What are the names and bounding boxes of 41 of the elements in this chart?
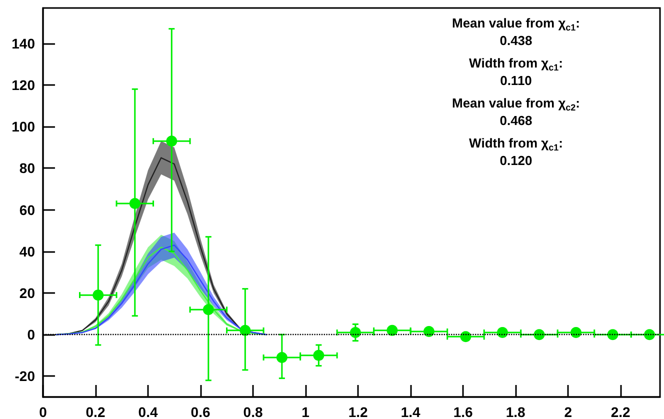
point	[350, 327, 361, 338]
x-tick-label: 0.2	[86, 404, 106, 419]
x-tick-label: 1	[302, 404, 310, 419]
x-tick-label: 0.8	[243, 404, 263, 419]
y-tick-label: 80	[19, 160, 36, 176]
point	[644, 329, 655, 340]
point	[607, 329, 618, 340]
annotation: 0.110	[500, 73, 532, 88]
point	[423, 326, 434, 337]
point	[570, 327, 582, 338]
x-tick-label: 1.8	[506, 404, 526, 419]
x-tick-label: 0.4	[138, 404, 158, 419]
y-tick-label: 60	[19, 202, 36, 218]
y-tick-label: 40	[19, 243, 36, 260]
point	[313, 350, 324, 361]
point	[386, 324, 398, 336]
annotation: 0.120	[500, 153, 532, 168]
point	[166, 136, 178, 147]
y-tick-label: 20	[19, 284, 36, 301]
point	[202, 304, 214, 316]
x-tick-label: 2	[564, 404, 572, 419]
point	[276, 352, 288, 363]
x-tick-label: 0	[39, 404, 48, 419]
x-tick-label: 2.2	[610, 404, 631, 419]
point	[240, 324, 251, 336]
point	[460, 331, 472, 342]
point	[496, 327, 508, 338]
y-tick-label: 120	[12, 76, 36, 93]
y-tick-label: 0	[27, 326, 36, 343]
y-tick-label: 140	[12, 35, 36, 52]
x-tick-label: 0.6	[190, 404, 210, 419]
point	[534, 329, 545, 340]
point	[92, 290, 104, 301]
annotation: 0.438	[500, 33, 532, 48]
point	[129, 198, 140, 210]
annotation: 0.468	[500, 113, 532, 128]
y-tick-label: 100	[12, 118, 36, 135]
x-tick-label: 1.2	[348, 404, 368, 419]
y-tick-label: -20	[14, 368, 36, 384]
x-tick-label: 1.4	[400, 404, 421, 419]
x-tick-label: 1.6	[453, 404, 474, 419]
